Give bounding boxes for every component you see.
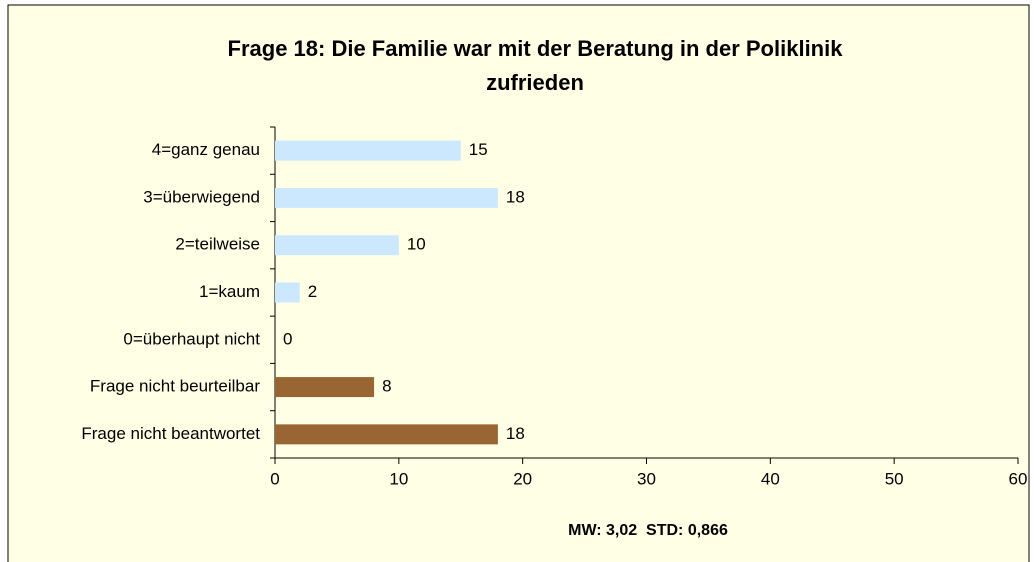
x-tick-label: 50	[885, 469, 904, 488]
bar	[275, 235, 399, 256]
bar	[275, 424, 498, 445]
value-label: 10	[407, 235, 426, 254]
y-tick-label: Frage nicht beantwortet	[81, 424, 260, 443]
value-label: 0	[283, 329, 292, 348]
y-tick-label: 3=überwiegend	[143, 187, 260, 206]
y-tick-label: 4=ganz genau	[152, 140, 260, 159]
annotation: MW: 3,02 STD: 0,866	[568, 522, 728, 539]
x-tick-label: 40	[761, 469, 780, 488]
value-label: 15	[469, 140, 488, 159]
chart-title: Frage 18: Die Familie war mit der Beratu…	[228, 36, 844, 61]
chart-title: zufrieden	[486, 70, 584, 95]
y-tick-label: 1=kaum	[199, 282, 260, 301]
x-tick-label: 0	[270, 469, 279, 488]
bar	[275, 187, 498, 208]
x-tick-label: 10	[389, 469, 408, 488]
value-label: 18	[506, 187, 525, 206]
chart-frame	[7, 4, 1030, 562]
x-tick-label: 20	[513, 469, 532, 488]
y-tick-label: 0=überhaupt nicht	[123, 329, 260, 348]
y-tick-label: 2=teilweise	[175, 235, 260, 254]
bar	[275, 140, 461, 161]
value-label: 2	[308, 282, 317, 301]
bar	[275, 282, 300, 303]
y-tick-label: Frage nicht beurteilbar	[90, 377, 260, 396]
bar	[275, 377, 375, 398]
x-tick-label: 30	[637, 469, 656, 488]
value-label: 18	[506, 424, 525, 443]
x-tick-label: 60	[1009, 469, 1028, 488]
value-label: 8	[382, 377, 391, 396]
